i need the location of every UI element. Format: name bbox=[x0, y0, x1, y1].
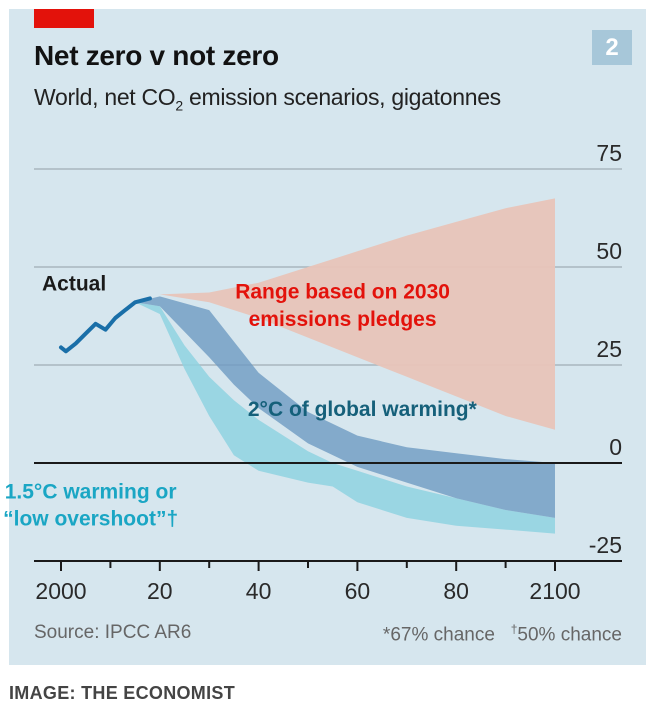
chart-subtitle: World, net CO2 emission scenarios, gigat… bbox=[34, 84, 501, 114]
x-tick-label: 2100 bbox=[529, 578, 580, 604]
x-tick-label: 2000 bbox=[35, 578, 86, 604]
annotation-1-5c-line1: 1.5°C warming or bbox=[5, 480, 177, 503]
annotation-pledges-line2: emissions pledges bbox=[249, 308, 437, 331]
dagger-mark: † bbox=[510, 622, 518, 636]
y-tick-label: 50 bbox=[596, 238, 622, 264]
footnote-67: *67% chance bbox=[382, 624, 495, 646]
footnote-50: 50% chance bbox=[517, 624, 622, 646]
subtitle-post: emission scenarios, gigatonnes bbox=[182, 84, 501, 110]
y-tick-label: 0 bbox=[609, 434, 622, 460]
x-tick-label: 20 bbox=[147, 578, 173, 604]
x-tick-label: 60 bbox=[345, 578, 371, 604]
x-tick-label: 80 bbox=[443, 578, 469, 604]
actual-line-layer bbox=[59, 296, 152, 354]
y-tick-label: 25 bbox=[596, 336, 622, 362]
one-five-degree-area bbox=[135, 302, 555, 534]
annotation-pledges-line1: Range based on 2030 bbox=[235, 280, 450, 303]
footnotes: *67% chance †50% chance bbox=[383, 622, 622, 646]
brand-red-tag bbox=[34, 9, 94, 28]
actual-emissions-line bbox=[59, 296, 152, 354]
source-note: Source: IPCC AR6 bbox=[34, 622, 192, 643]
y-tick-label: 75 bbox=[596, 140, 622, 166]
annotation-2c: 2°C of global warming* bbox=[248, 398, 478, 421]
subtitle-subscript: 2 bbox=[175, 97, 183, 114]
subtitle-pre: World, net CO bbox=[34, 84, 176, 110]
pledges-range-area bbox=[135, 198, 555, 430]
annotation-actual: Actual bbox=[42, 273, 106, 296]
x-tick-label: 40 bbox=[246, 578, 272, 604]
chart-number-badge: 2 bbox=[592, 30, 632, 65]
annotations: Actual Range based on 2030 emissions ple… bbox=[3, 273, 478, 531]
y-tick-label: -25 bbox=[589, 532, 622, 558]
chart-title: Net zero v not zero bbox=[34, 40, 279, 71]
annotation-1-5c-line2: “low overshoot”† bbox=[3, 508, 178, 531]
x-axis: 2000 20 40 60 80 2100 bbox=[34, 560, 622, 604]
image-credit: IMAGE: THE ECONOMIST bbox=[9, 683, 235, 703]
scenario-areas bbox=[135, 198, 555, 534]
